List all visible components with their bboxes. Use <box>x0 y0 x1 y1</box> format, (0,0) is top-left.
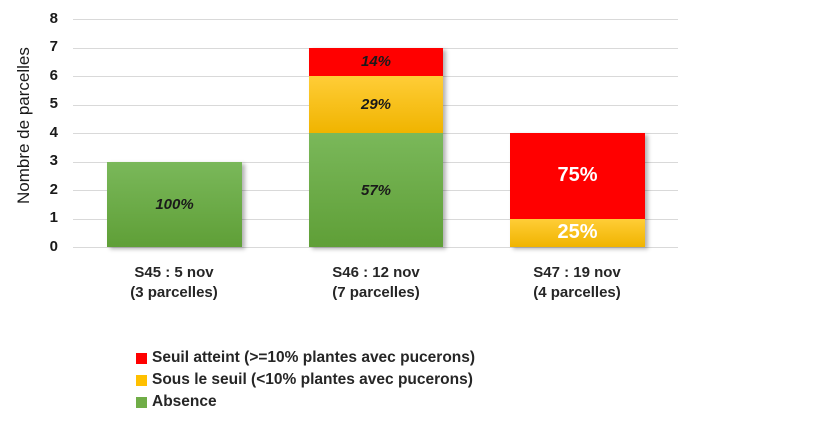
bar-segment-absence: 100% <box>107 161 242 247</box>
bar-segment-absence: 57% <box>309 133 443 247</box>
legend-swatch-red <box>136 352 147 364</box>
y-tick: 3 <box>49 152 58 169</box>
legend-swatch-green <box>136 396 147 408</box>
y-tick: 1 <box>49 209 58 226</box>
legend-label: Sous le seuil (<10% plantes avec puceron… <box>152 371 473 388</box>
x-tick-line1: S46 : 12 nov <box>332 264 420 281</box>
x-tick-s45: S45 : 5 nov (3 parcelles) <box>84 263 264 303</box>
gridline <box>73 247 678 248</box>
y-tick: 7 <box>49 38 58 55</box>
bar-s46: 14% 29% 57% <box>309 47 443 247</box>
bar-segment-seuil-atteint: 75% <box>510 133 645 219</box>
data-label: 57% <box>360 181 392 199</box>
data-label: 25% <box>557 221 598 244</box>
bar-s45: 100% <box>107 161 242 247</box>
x-tick-line2: (4 parcelles) <box>533 284 621 301</box>
legend-label: Absence <box>152 393 217 410</box>
bar-segment-sous-seuil: 29% <box>309 76 443 133</box>
y-axis-label: Nombre de parcelles <box>14 47 33 204</box>
legend-swatch-yellow <box>136 374 147 386</box>
y-tick: 6 <box>49 67 58 84</box>
data-label: 14% <box>360 53 392 71</box>
legend: Seuil atteint (>=10% plantes avec pucero… <box>136 347 475 413</box>
legend-label: Seuil atteint (>=10% plantes avec pucero… <box>152 349 476 366</box>
x-tick-line2: (3 parcelles) <box>130 284 218 301</box>
x-tick-s47: S47 : 19 nov (4 parcelles) <box>487 263 667 303</box>
legend-item-absence: Absence <box>136 391 475 413</box>
data-label: 75% <box>557 164 598 187</box>
bar-segment-sous-seuil: 25% <box>510 218 645 247</box>
y-tick: 0 <box>49 238 58 255</box>
y-tick: 4 <box>49 124 58 141</box>
legend-item-seuil-atteint: Seuil atteint (>=10% plantes avec pucero… <box>136 347 475 369</box>
y-tick: 5 <box>49 95 58 112</box>
y-tick: 2 <box>49 181 58 198</box>
bar-segment-seuil-atteint: 14% <box>309 47 443 76</box>
data-label: 100% <box>155 195 194 213</box>
legend-item-sous-seuil: Sous le seuil (<10% plantes avec puceron… <box>136 369 475 391</box>
y-tick: 8 <box>49 10 58 27</box>
data-label: 29% <box>360 96 392 113</box>
plot-area: 100% 14% 29% 57% 75% 25% <box>73 19 678 248</box>
x-tick-line1: S45 : 5 nov <box>134 264 214 281</box>
x-tick-line2: (7 parcelles) <box>332 284 420 301</box>
gridline <box>73 19 678 20</box>
x-tick-s46: S46 : 12 nov (7 parcelles) <box>286 263 466 303</box>
x-tick-line1: S47 : 19 nov <box>533 264 621 281</box>
bar-s47: 75% 25% <box>510 133 645 247</box>
